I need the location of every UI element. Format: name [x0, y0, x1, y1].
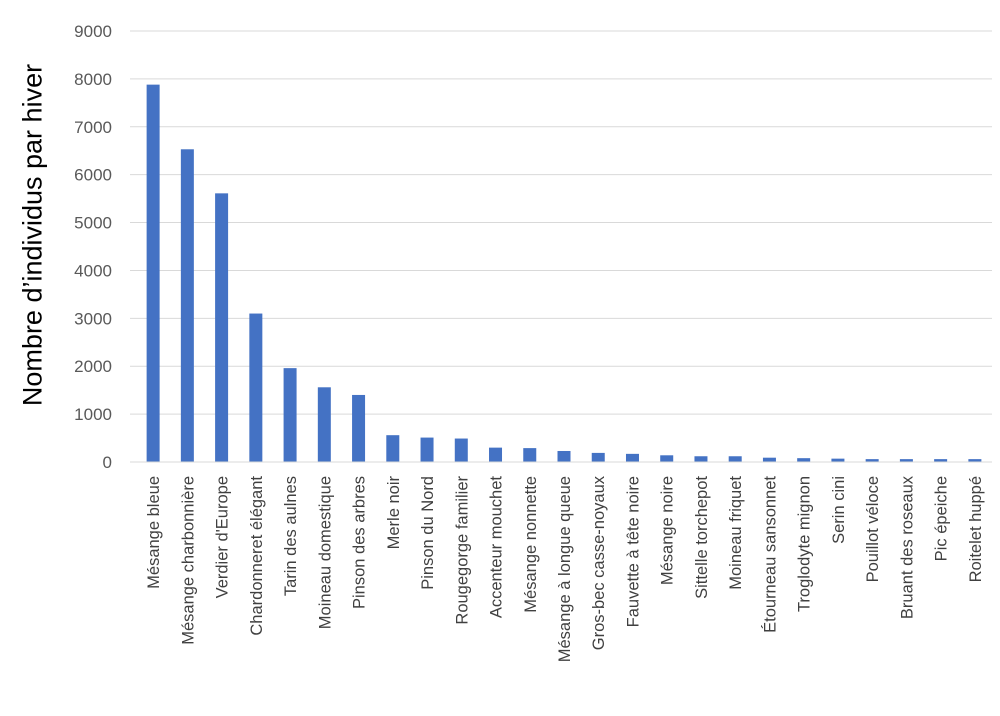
bar — [660, 455, 674, 462]
bar — [420, 437, 434, 462]
x-tick-label: Verdier d'Europe — [214, 476, 232, 598]
x-tick-label: Moineau friquet — [727, 476, 745, 590]
x-tick-label: Rougegorge familier — [453, 476, 471, 625]
bars — [146, 84, 982, 463]
x-tick-label: Pinson du Nord — [419, 476, 437, 590]
bar — [352, 394, 366, 462]
x-tick-label: Bruant des roseaux — [898, 475, 916, 619]
gridlines — [130, 30, 992, 415]
y-tick-label: 8000 — [74, 70, 112, 89]
bar — [146, 84, 160, 462]
bar — [249, 313, 263, 462]
bar — [557, 450, 571, 462]
x-axis-ticks: Mésange bleue Mésange charbonnière Verdier… — [145, 475, 985, 662]
x-tick-label: Mésange charbonnière — [179, 476, 197, 645]
bar — [625, 453, 639, 462]
x-tick-label: Moineau domestique — [316, 476, 334, 629]
x-tick-label: Pinson des arbres — [351, 476, 369, 609]
bar — [968, 459, 982, 462]
x-tick-label: Roitelet huppé — [967, 476, 985, 582]
x-tick-label: Gros-bec casse-noyaux — [590, 475, 608, 650]
x-tick-label: Mésange à longue queue — [556, 476, 574, 662]
bar — [831, 458, 845, 462]
x-tick-label: Tarin des aulnes — [282, 476, 300, 596]
bar — [180, 149, 194, 462]
x-tick-label: Sittelle torchepot — [693, 476, 711, 599]
bar — [728, 456, 742, 462]
bar — [762, 457, 776, 462]
bar — [283, 368, 297, 462]
bar — [591, 452, 605, 462]
bar — [934, 459, 948, 462]
x-tick-label: Pouillot véloce — [864, 476, 882, 582]
y-tick-label: 5000 — [74, 214, 112, 233]
y-tick-label: 4000 — [74, 261, 112, 280]
x-tick-label: Mésange noire — [659, 476, 677, 585]
x-tick-label: Mésange bleue — [145, 476, 163, 589]
bar — [215, 193, 229, 463]
y-tick-label: 2000 — [74, 357, 112, 376]
x-tick-label: Fauvette à tête noire — [624, 476, 642, 627]
bar — [489, 447, 503, 462]
x-tick-label: Chardonneret élégant — [248, 476, 266, 636]
x-tick-label: Pic épeiche — [933, 476, 951, 561]
x-tick-label: Accenteur mouchet — [488, 476, 506, 619]
x-tick-label: Merle noir — [385, 475, 403, 549]
y-tick-label: 7000 — [74, 118, 112, 137]
bar — [454, 438, 468, 462]
bar — [865, 459, 879, 462]
bar — [797, 458, 811, 462]
y-tick-label: 3000 — [74, 309, 112, 328]
x-tick-label: Étourneau sansonnet — [760, 476, 779, 633]
bar — [317, 387, 331, 462]
bar — [899, 459, 913, 462]
y-axis-ticks: 0 1000 2000 3000 4000 5000 6000 7000 8000 9000 — [74, 22, 112, 472]
bar — [694, 456, 708, 462]
y-tick-label: 0 — [103, 453, 112, 472]
y-tick-label: 1000 — [74, 405, 112, 424]
bar — [386, 435, 400, 462]
x-tick-label: Serin cini — [830, 476, 848, 544]
x-tick-label: Troglodyte mignon — [796, 476, 814, 612]
bar — [523, 448, 537, 462]
y-tick-label: 6000 — [74, 166, 112, 185]
y-tick-label: 9000 — [74, 22, 112, 41]
x-tick-label: Mésange nonnette — [522, 476, 540, 613]
